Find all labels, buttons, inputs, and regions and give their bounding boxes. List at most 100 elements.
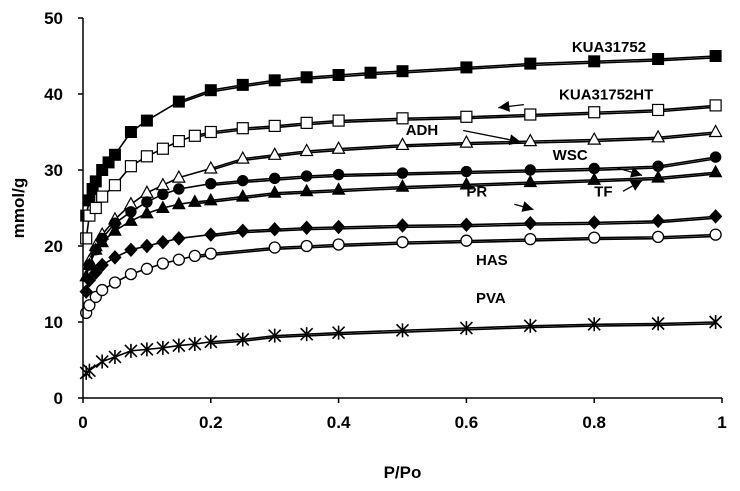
data-point	[95, 257, 109, 273]
data-point	[267, 147, 282, 160]
data-point	[300, 170, 313, 182]
y-tick-label: 20	[44, 237, 63, 256]
data-point	[108, 179, 122, 192]
data-point	[299, 220, 314, 235]
data-point	[395, 179, 410, 192]
data-point	[82, 363, 96, 378]
series-label-kua31752: KUA31752	[572, 39, 646, 56]
data-point	[524, 164, 536, 176]
data-point	[588, 162, 600, 175]
data-point	[331, 219, 346, 235]
data-point	[332, 69, 345, 81]
data-point	[524, 57, 537, 70]
data-point	[332, 325, 346, 340]
annotation-arrow	[498, 100, 524, 112]
data-point	[268, 328, 282, 343]
data-point	[395, 137, 410, 151]
data-point	[124, 126, 137, 138]
data-point	[651, 230, 665, 244]
x-tick-label: 0.6	[455, 413, 479, 432]
series-label-pr: PR	[466, 184, 487, 201]
data-point	[236, 223, 250, 239]
data-point	[83, 299, 96, 312]
data-point	[124, 160, 138, 173]
data-point	[96, 164, 109, 176]
series-pr	[80, 228, 722, 320]
data-point	[187, 194, 202, 207]
annotation-arrow	[616, 166, 643, 178]
plot-area: KUA31752 KUA31752HT ADH WSC PR TF HAS PVA	[79, 39, 723, 380]
data-point	[204, 84, 217, 97]
series-wsc	[83, 151, 722, 271]
data-point	[651, 103, 665, 117]
data-point	[587, 172, 602, 185]
data-point	[523, 215, 537, 231]
series-tf	[79, 164, 723, 282]
x-tick-label: 0.2	[199, 413, 223, 432]
data-point	[269, 172, 281, 185]
series-label-kua31752ht: KUA31752HT	[559, 86, 653, 103]
data-point	[268, 74, 281, 87]
data-point	[83, 209, 96, 222]
data-point	[236, 332, 250, 347]
data-point	[204, 247, 217, 260]
data-point	[709, 151, 722, 163]
data-point	[332, 238, 345, 251]
annotation-arrows	[463, 100, 643, 212]
data-point	[652, 160, 664, 172]
data-point	[108, 349, 122, 364]
data-point	[651, 316, 665, 331]
y-tick-label: 50	[44, 9, 63, 28]
y-axis-title: mmol/g	[9, 178, 28, 238]
data-point	[236, 122, 249, 135]
data-point	[89, 265, 103, 280]
x-axis-title: P/Po	[384, 463, 422, 482]
data-point	[172, 135, 185, 148]
data-point	[651, 213, 665, 229]
data-point	[332, 114, 345, 127]
data-point	[268, 241, 281, 254]
data-point	[459, 134, 474, 148]
data-point	[172, 253, 186, 266]
data-point	[523, 318, 537, 333]
data-point	[708, 164, 723, 178]
data-point	[140, 262, 154, 275]
series-label-adh: ADH	[406, 122, 439, 139]
data-point	[523, 174, 538, 188]
annotation-arrow	[622, 180, 643, 192]
data-point	[156, 200, 170, 213]
data-point	[140, 150, 153, 163]
data-point	[709, 99, 722, 112]
data-point	[108, 223, 122, 236]
data-point	[108, 148, 121, 161]
x-tick-label: 1	[717, 413, 726, 432]
data-point	[396, 112, 409, 125]
data-point	[205, 177, 217, 190]
data-point	[156, 234, 170, 250]
data-point	[267, 185, 282, 198]
data-point	[395, 323, 410, 338]
data-point	[300, 239, 313, 253]
y-tick-label: 40	[44, 85, 63, 104]
series-line	[85, 321, 716, 374]
data-point	[235, 150, 250, 164]
data-point	[124, 343, 138, 358]
data-point	[124, 213, 138, 226]
series-line-desorption	[210, 133, 716, 172]
data-point	[524, 108, 537, 121]
data-point	[141, 196, 153, 208]
data-point	[459, 321, 473, 336]
series-label-tf: TF	[594, 184, 612, 201]
data-point	[108, 250, 122, 265]
data-point	[332, 168, 345, 181]
data-point	[268, 222, 282, 237]
data-point	[395, 218, 410, 233]
data-point	[299, 143, 314, 157]
y-tick-label: 0	[54, 389, 63, 408]
data-point	[588, 231, 601, 244]
data-point	[96, 190, 109, 203]
data-point	[188, 129, 201, 142]
y-tick-label: 30	[44, 161, 63, 180]
data-point	[173, 183, 185, 195]
data-point	[709, 228, 722, 241]
